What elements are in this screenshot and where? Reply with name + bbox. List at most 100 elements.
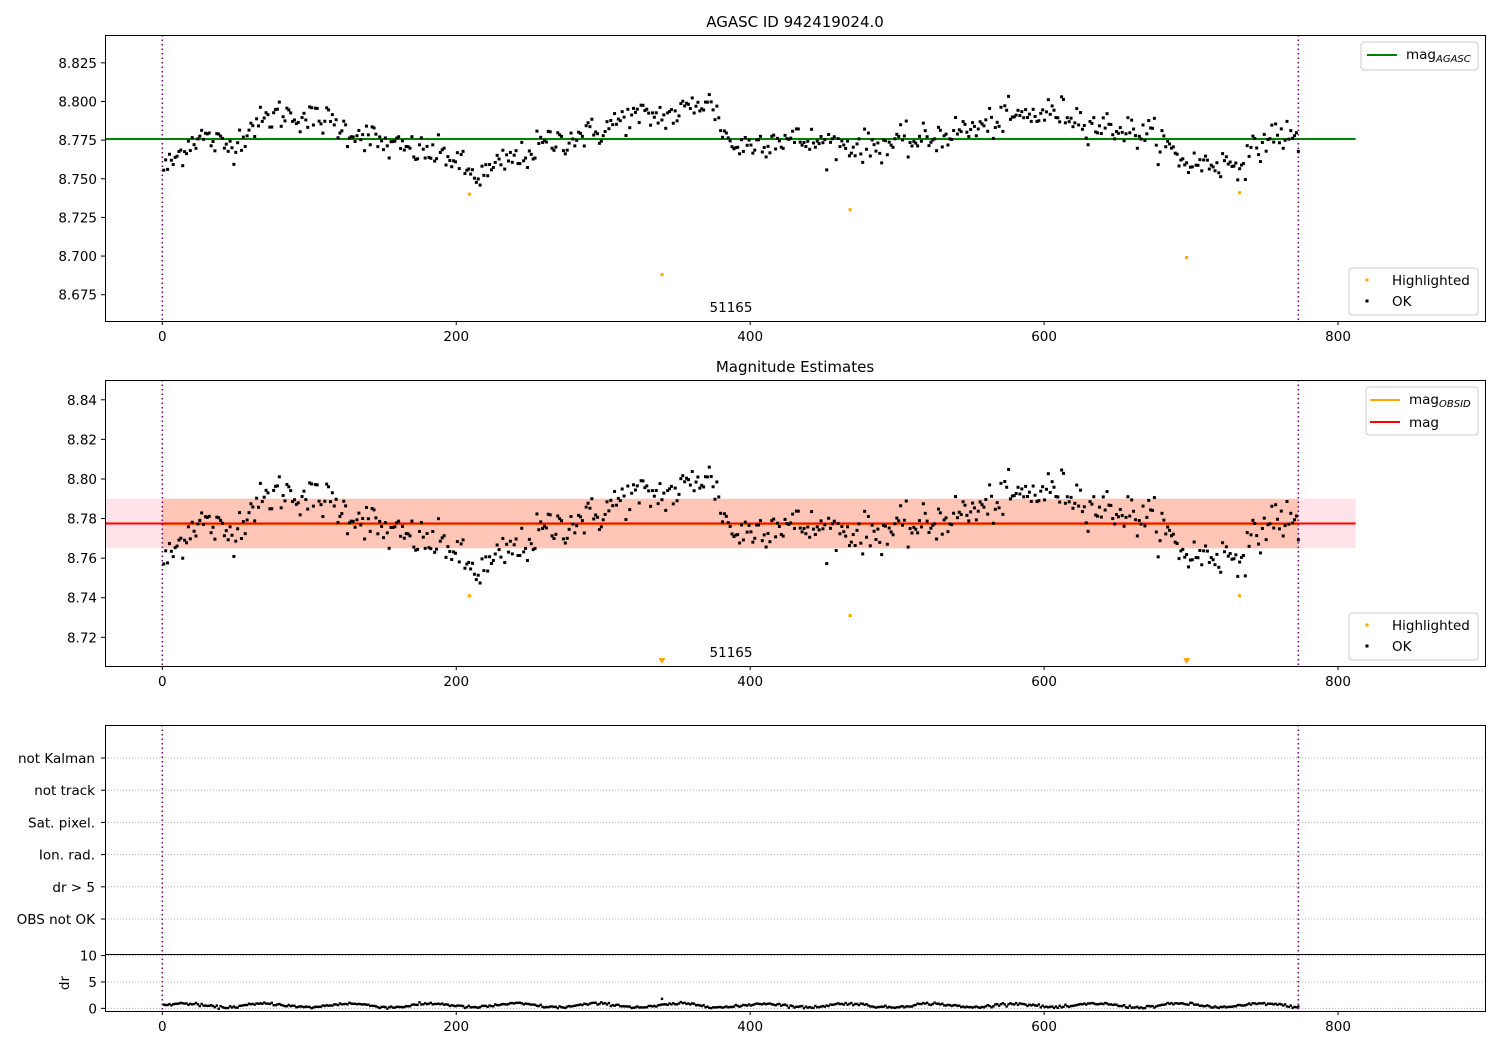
dr-point — [240, 1004, 243, 1007]
ok-point — [541, 140, 545, 144]
ok-point — [313, 106, 317, 110]
ok-point — [455, 540, 459, 544]
ok-point — [243, 145, 247, 149]
ok-point — [779, 532, 783, 536]
ok-point — [732, 535, 736, 539]
dr-point — [808, 1005, 811, 1009]
dr-point — [853, 1002, 857, 1006]
dr-point — [613, 1004, 616, 1007]
ok-point — [719, 511, 723, 515]
dr-point — [992, 1005, 995, 1008]
y-tick-label: 8.74 — [67, 591, 97, 607]
ok-point — [272, 488, 276, 492]
ok-point — [1005, 108, 1009, 112]
ok-point — [760, 150, 764, 154]
off-scale-marker — [658, 658, 666, 664]
dr-point — [836, 1002, 840, 1005]
ok-point — [650, 111, 654, 115]
ok-point — [1238, 560, 1242, 564]
dr-point — [952, 1004, 955, 1007]
ok-point — [374, 516, 378, 520]
ok-point — [359, 138, 363, 142]
ok-point — [616, 117, 620, 121]
ok-point — [196, 137, 200, 141]
dr-point — [1246, 1003, 1249, 1006]
dr-point — [753, 1002, 756, 1006]
ok-point — [489, 561, 493, 565]
ok-point — [954, 116, 958, 120]
ok-point — [1262, 516, 1266, 520]
dr-point — [1208, 1004, 1211, 1008]
ok-point — [338, 131, 342, 135]
ok-point — [1035, 500, 1039, 504]
dr-point — [1238, 1003, 1241, 1007]
ok-point — [516, 162, 520, 166]
dr-point — [1221, 1005, 1224, 1009]
dr-point — [581, 1003, 584, 1007]
ok-point — [711, 485, 715, 489]
ok-point — [578, 131, 582, 135]
ok-point — [779, 145, 783, 149]
ok-point — [431, 530, 435, 534]
ok-point — [260, 119, 264, 123]
ok-point — [688, 483, 692, 487]
ok-point — [847, 154, 851, 158]
ok-point — [1198, 158, 1202, 162]
ok-point — [1069, 116, 1073, 120]
ok-point — [1240, 555, 1244, 559]
ok-point — [1222, 550, 1226, 554]
ok-point — [944, 516, 948, 520]
dr-point — [622, 1005, 626, 1008]
ok-point — [1139, 522, 1143, 526]
ok-point — [1073, 121, 1077, 125]
ok-point — [774, 535, 778, 539]
dr-point — [1066, 1004, 1069, 1008]
dr-point — [823, 1005, 827, 1008]
ok-point — [863, 509, 867, 513]
ok-point — [1003, 104, 1007, 108]
dr-point — [170, 1004, 173, 1007]
ok-point — [393, 139, 397, 143]
dr-point — [1268, 1002, 1272, 1005]
ok-point — [1283, 524, 1287, 528]
ok-point — [221, 136, 225, 140]
dr-point — [776, 1003, 779, 1006]
dr-point — [340, 1003, 344, 1006]
dr-point — [255, 1002, 258, 1005]
dr-point — [314, 1005, 317, 1008]
ok-point — [804, 145, 808, 149]
ok-point — [209, 531, 213, 535]
ok-point — [957, 128, 961, 132]
ok-point — [1024, 108, 1028, 112]
dr-point — [901, 1005, 904, 1008]
dr-point — [564, 1006, 567, 1010]
ok-point — [446, 155, 450, 159]
ok-point — [1234, 553, 1238, 557]
dr-point — [1261, 1002, 1264, 1005]
ok-point — [1276, 517, 1280, 521]
ok-point — [463, 566, 467, 570]
dr-point — [781, 1003, 785, 1007]
ok-point — [584, 505, 588, 509]
ok-point — [382, 536, 386, 540]
ok-point — [1041, 108, 1045, 112]
ok-point — [772, 517, 776, 521]
ok-point — [435, 157, 439, 161]
ok-point — [169, 158, 173, 162]
ok-point — [743, 520, 747, 524]
dr-point — [1202, 1005, 1205, 1008]
dr-point — [1033, 1004, 1037, 1007]
ok-point — [302, 111, 306, 115]
ok-point — [758, 134, 762, 138]
ok-point — [798, 526, 802, 530]
ok-point — [609, 498, 613, 502]
ok-point — [694, 104, 698, 108]
dr-point — [1170, 1001, 1173, 1005]
dr-point — [1189, 1001, 1192, 1005]
ok-point — [940, 532, 944, 536]
dr-point — [730, 1005, 734, 1009]
legend-points: Highlighted OK — [1348, 612, 1479, 661]
ok-point — [605, 120, 609, 124]
ok-point — [961, 120, 965, 124]
dr-point — [1124, 1006, 1128, 1009]
